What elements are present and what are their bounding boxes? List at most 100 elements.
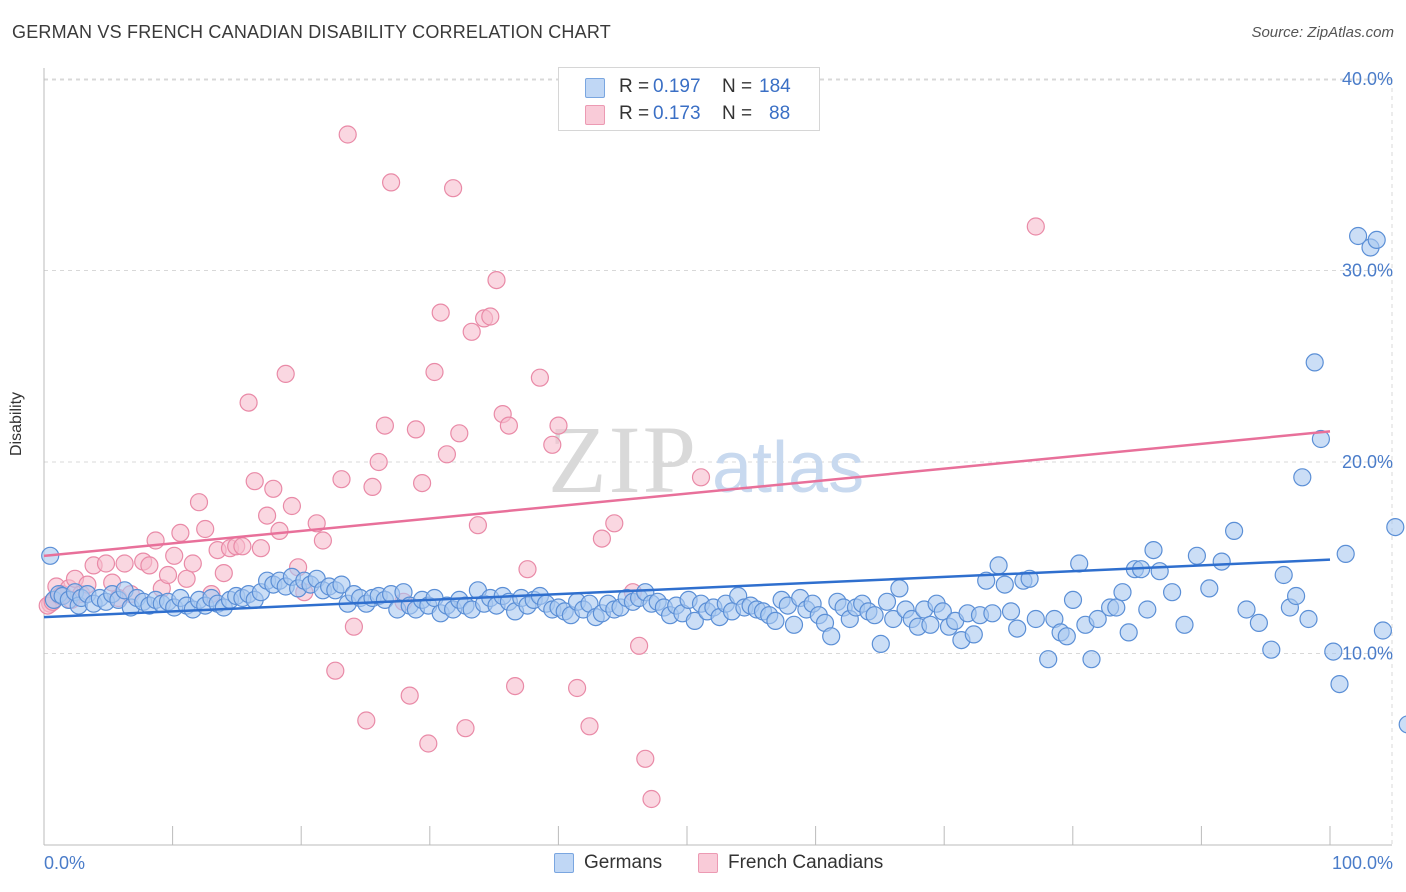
point-french-canadians — [282, 496, 301, 516]
legend-r-value: 0.197 — [653, 76, 701, 97]
point-french-canadians — [338, 125, 357, 144]
bottom-legend-label-germans: Germans — [584, 852, 663, 873]
point-french-canadians — [431, 303, 450, 322]
point-germans — [1212, 552, 1231, 571]
point-germans — [921, 615, 940, 634]
point-french-canadians — [375, 416, 394, 435]
point-germans — [865, 606, 884, 625]
point-french-canadians — [165, 546, 184, 565]
point-germans — [933, 602, 952, 621]
point-french-canadians — [251, 539, 270, 558]
point-french-canadians — [462, 322, 481, 341]
point-germans — [1367, 230, 1386, 249]
point-french-canadians — [444, 179, 463, 198]
point-french-canadians — [158, 565, 178, 585]
point-french-canadians — [171, 523, 190, 543]
point-french-canadians — [1026, 217, 1045, 236]
point-french-canadians — [567, 678, 587, 698]
legend-r-value: 0.173 — [653, 103, 701, 124]
point-french-canadians — [313, 531, 332, 550]
point-germans — [890, 579, 909, 598]
point-french-canadians — [543, 435, 562, 454]
point-french-canadians — [245, 472, 264, 491]
point-germans — [1162, 583, 1182, 602]
point-french-canadians — [636, 749, 655, 768]
point-french-canadians — [505, 676, 525, 696]
point-french-canadians — [605, 514, 624, 533]
point-germans — [1200, 579, 1219, 598]
point-french-canadians — [183, 554, 202, 573]
legend-r-label: R = — [619, 76, 650, 97]
point-french-canadians — [307, 514, 326, 533]
bottom-legend-swatch-french-canadians — [698, 853, 718, 873]
point-germans — [1144, 540, 1163, 560]
point-french-canadians — [357, 711, 376, 730]
point-germans — [1293, 468, 1312, 487]
point-germans — [1063, 590, 1083, 610]
point-french-canadians — [258, 506, 277, 525]
point-germans — [983, 604, 1002, 623]
point-french-canadians — [629, 636, 649, 655]
point-french-canadians — [115, 554, 134, 573]
point-french-canadians — [270, 521, 289, 541]
point-french-canadians — [400, 686, 419, 705]
point-germans — [1138, 600, 1157, 619]
legend: R = 0.197 N = 184 R = 0.173 N = 88 — [558, 67, 820, 131]
point-french-canadians — [214, 563, 233, 583]
point-french-canadians — [518, 560, 537, 579]
point-germans — [1039, 650, 1058, 669]
point-french-canadians — [592, 529, 612, 548]
point-germans — [871, 634, 890, 654]
point-french-canadians — [140, 556, 159, 575]
series-french-canadians — [38, 125, 1045, 809]
point-french-canadians — [177, 569, 196, 588]
point-french-canadians — [413, 474, 432, 493]
point-germans — [1082, 650, 1101, 669]
point-germans — [1299, 609, 1318, 629]
point-french-canadians — [369, 452, 388, 472]
point-germans — [964, 625, 983, 644]
point-germans — [1150, 562, 1169, 581]
y-tick-label: 30.0% — [1342, 261, 1393, 281]
point-french-canadians — [233, 537, 252, 556]
point-french-canadians — [419, 734, 438, 753]
trend-line-french-canadians — [43, 430, 1331, 558]
point-germans — [1026, 609, 1045, 629]
point-germans — [1113, 583, 1132, 602]
series-germans — [41, 226, 1406, 734]
watermark: ZIP atlas — [548, 406, 864, 513]
point-germans — [1224, 521, 1244, 541]
point-germans — [1020, 569, 1039, 588]
point-french-canadians — [499, 416, 518, 435]
legend-n-value: 88 — [769, 103, 791, 124]
point-french-canadians — [326, 661, 345, 680]
point-french-canadians — [456, 719, 475, 738]
point-french-canadians — [481, 307, 500, 326]
point-french-canadians — [96, 554, 116, 573]
point-germans — [1348, 226, 1368, 246]
y-tick-label: 10.0% — [1342, 644, 1393, 664]
point-germans — [877, 592, 897, 611]
point-french-canadians — [363, 477, 382, 496]
legend-n-label: N = — [722, 103, 753, 124]
point-french-canadians — [196, 519, 215, 539]
chart-title: GERMAN VS FRENCH CANADIAN DISABILITY COR… — [12, 22, 611, 42]
point-germans — [1386, 517, 1405, 537]
point-germans — [995, 575, 1014, 594]
point-french-canadians — [344, 617, 363, 636]
point-germans — [1373, 621, 1393, 640]
point-french-canadians — [487, 271, 506, 290]
point-french-canadians — [549, 416, 568, 435]
tick-labels: 10.0% 20.0% 30.0% 40.0% 0.0% 100.0% — [44, 69, 1393, 873]
point-french-canadians — [239, 393, 258, 412]
axes — [43, 68, 1392, 846]
point-germans — [822, 627, 841, 646]
point-germans — [1057, 627, 1076, 646]
point-germans — [766, 611, 785, 631]
point-french-canadians — [406, 420, 425, 439]
point-germans — [1107, 598, 1126, 617]
legend-r-label: R = — [619, 103, 650, 124]
point-french-canadians — [276, 364, 295, 383]
trend-line-germans — [43, 558, 1331, 619]
